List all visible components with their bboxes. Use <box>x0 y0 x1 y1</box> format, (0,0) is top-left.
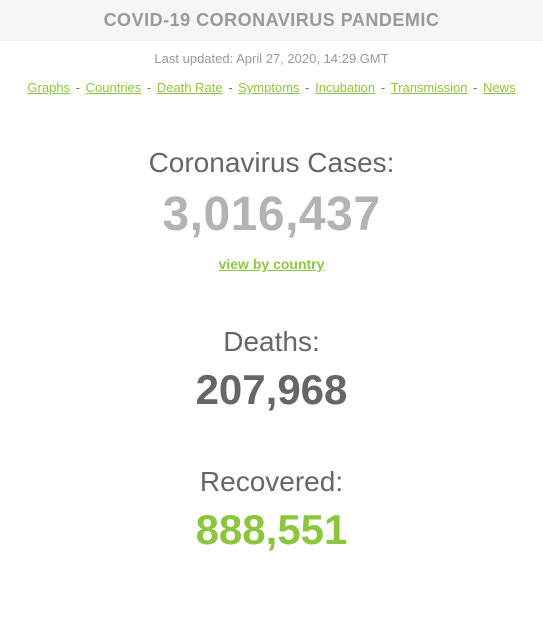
nav-sep: - <box>143 80 155 95</box>
nav-sep: - <box>72 80 84 95</box>
cases-label: Coronavirus Cases: <box>0 147 543 179</box>
deaths-value: 207,968 <box>0 366 543 414</box>
nav-link-news[interactable]: News <box>483 80 516 95</box>
cases-value: 3,016,437 <box>0 187 543 242</box>
recovered-block: Recovered: 888,551 <box>0 466 543 584</box>
nav-link-incubation[interactable]: Incubation <box>315 80 375 95</box>
nav-sep: - <box>225 80 237 95</box>
last-updated: Last updated: April 27, 2020, 14:29 GMT <box>0 41 543 80</box>
nav-links: Graphs - Countries - Death Rate - Sympto… <box>0 80 543 105</box>
header-bar: COVID-19 CORONAVIRUS PANDEMIC <box>0 0 543 41</box>
nav-link-countries[interactable]: Countries <box>86 80 142 95</box>
view-by-country-link[interactable]: view by country <box>219 256 325 272</box>
deaths-label: Deaths: <box>0 326 543 358</box>
page-title: COVID-19 CORONAVIRUS PANDEMIC <box>0 10 543 31</box>
nav-link-transmission[interactable]: Transmission <box>391 80 468 95</box>
nav-sep: - <box>377 80 389 95</box>
nav-sep: - <box>470 80 482 95</box>
nav-link-graphs[interactable]: Graphs <box>27 80 70 95</box>
cases-block: Coronavirus Cases: 3,016,437 view by cou… <box>0 147 543 274</box>
recovered-label: Recovered: <box>0 466 543 498</box>
nav-link-death-rate[interactable]: Death Rate <box>157 80 223 95</box>
recovered-value: 888,551 <box>0 506 543 554</box>
deaths-block: Deaths: 207,968 <box>0 326 543 414</box>
nav-link-symptoms[interactable]: Symptoms <box>238 80 299 95</box>
nav-sep: - <box>302 80 314 95</box>
